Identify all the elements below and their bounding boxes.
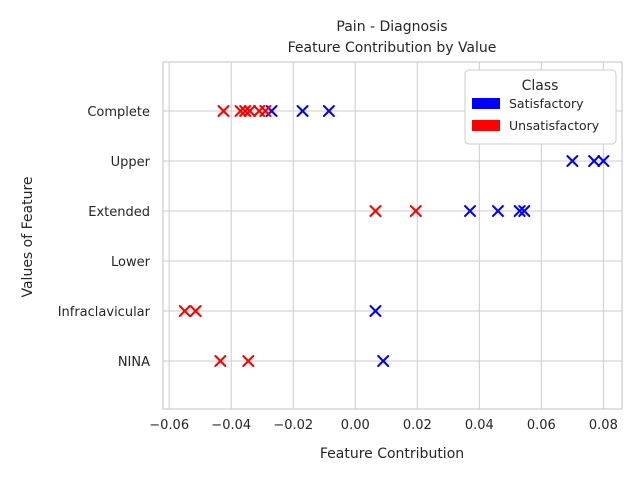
plot-frame — [162, 61, 623, 410]
data-point — [259, 105, 272, 117]
data-point — [296, 105, 309, 117]
legend-swatch-satisfactory — [472, 98, 500, 109]
legend-title: Class — [522, 78, 559, 94]
x-tick-label: −0.06 — [149, 418, 189, 433]
x-tick-label: −0.02 — [273, 418, 313, 433]
y-tick-label: Upper — [111, 155, 151, 170]
legend-swatch-unsatisfactory — [472, 120, 500, 131]
data-point — [369, 305, 382, 317]
data-point — [189, 305, 202, 317]
data-point — [242, 355, 255, 367]
data-point — [464, 205, 477, 217]
legend-label-satisfactory: Satisfactory — [509, 96, 584, 111]
data-point — [243, 105, 256, 117]
data-point — [178, 305, 191, 317]
data-point — [409, 205, 422, 217]
y-tick-label: Lower — [111, 255, 151, 270]
legend-box — [464, 69, 617, 145]
data-point — [369, 205, 382, 217]
data-point — [214, 355, 227, 367]
data-point — [518, 205, 531, 217]
x-tick-label: 0.08 — [589, 418, 618, 433]
y-tick-label: NINA — [118, 355, 150, 370]
data-point — [588, 155, 601, 167]
legend-label-unsatisfactory: Unsatisfactory — [509, 118, 600, 133]
x-tick-label: 0.04 — [465, 418, 494, 433]
point-layer — [178, 105, 610, 367]
data-point — [566, 155, 579, 167]
data-point — [322, 105, 335, 117]
y-tick-label: Infraclavicular — [58, 305, 151, 320]
data-point — [217, 105, 230, 117]
data-point — [234, 105, 247, 117]
x-tick-label: −0.04 — [211, 418, 251, 433]
data-point — [597, 155, 610, 167]
chart-subtitle: Feature Contribution by Value — [288, 40, 497, 56]
y-axis-label: Values of Feature — [20, 176, 36, 297]
data-point — [513, 205, 526, 217]
chart-title: Pain - Diagnosis — [336, 19, 447, 35]
y-tick-label: Complete — [87, 105, 150, 120]
x-tick-label: 0.02 — [403, 418, 432, 433]
tick-layer: −0.06 −0.04 −0.02 0.00 0.02 0.04 0.06 0.08 Compl… — [58, 105, 618, 433]
y-tick-label: Extended — [88, 205, 150, 220]
data-point — [491, 205, 504, 217]
data-point — [239, 105, 252, 117]
x-axis-label: Feature Contribution — [320, 446, 464, 462]
data-point — [377, 355, 390, 367]
x-tick-label: 0.06 — [527, 418, 556, 433]
legend: Class Satisfactory Unsatisfactory — [464, 69, 617, 145]
x-tick-label: 0.00 — [341, 418, 370, 433]
